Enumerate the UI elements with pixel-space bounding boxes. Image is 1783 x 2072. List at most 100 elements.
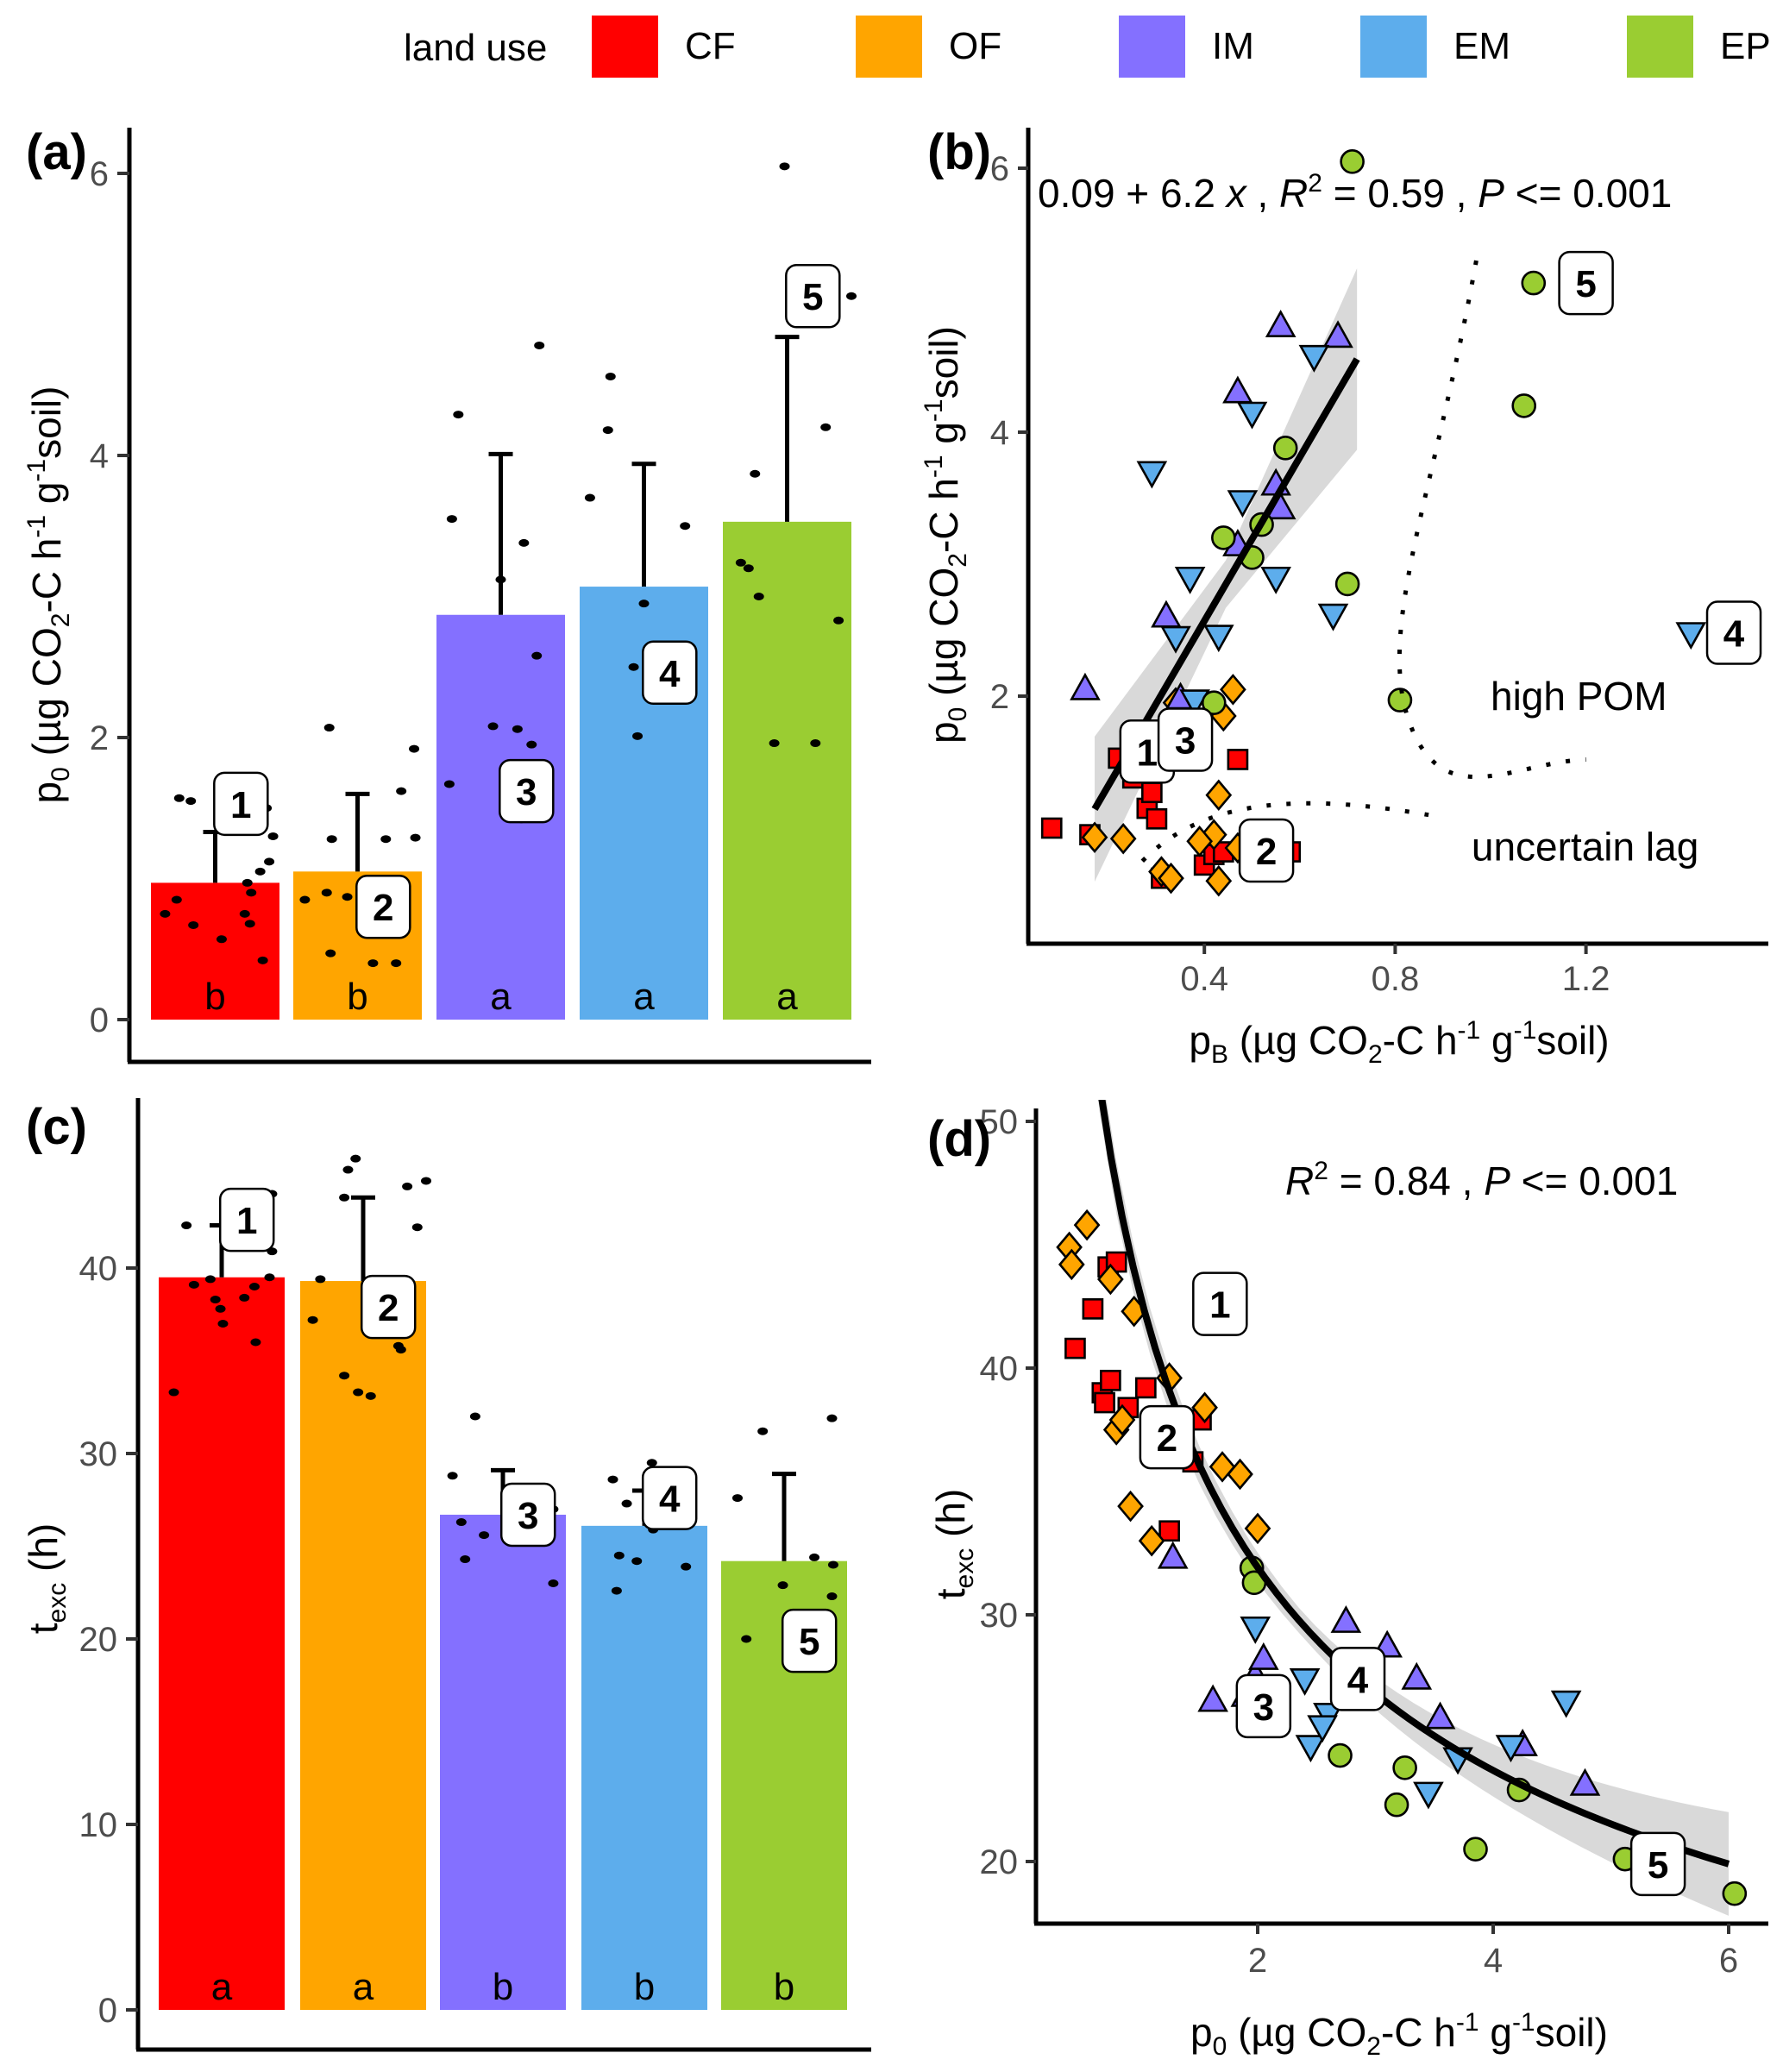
- significance-letter-im: b: [493, 1966, 513, 2008]
- data-point: [217, 1320, 229, 1328]
- site-label-box: [781, 1608, 838, 1673]
- y-axis-title: texc (h): [928, 1489, 979, 1599]
- point-cf: [1064, 1337, 1086, 1359]
- site-label-4: 4: [1329, 1647, 1386, 1711]
- site-label-box: [360, 1274, 417, 1340]
- point-im: [1248, 1642, 1279, 1670]
- data-point: [185, 797, 197, 806]
- point-em: [1240, 1616, 1271, 1644]
- point-im: [1265, 310, 1296, 337]
- y-tick-label: 4: [990, 414, 1009, 452]
- x-tick-label: 4: [1484, 1942, 1503, 1980]
- significance-letter-ep: a: [776, 976, 798, 1018]
- site-label-4: 4: [642, 640, 698, 706]
- data-point: [339, 1372, 350, 1380]
- point-ep: [1328, 1742, 1353, 1768]
- x-axis-title: pB (µg CO2-C h-1 g-1soil): [1189, 1016, 1609, 1069]
- point-cf: [1141, 782, 1163, 804]
- significance-letter-im: a: [490, 976, 512, 1018]
- data-point: [512, 725, 523, 733]
- point-cf: [1158, 1520, 1180, 1542]
- point-of: [1158, 862, 1184, 895]
- site-label-1: 1: [218, 1187, 275, 1253]
- site-label-box: [1705, 600, 1762, 665]
- site-label-box: [1329, 1647, 1386, 1711]
- point-im: [1197, 1684, 1228, 1712]
- legend-label-im: IM: [1212, 25, 1254, 67]
- panel-c-bar-chart: 0 10 20 30 40 a a b b b 1 2 3 4 5 texc (h): [21, 1098, 871, 2052]
- data-point: [264, 1273, 275, 1282]
- point-of: [1097, 1263, 1124, 1296]
- data-point: [365, 1391, 376, 1400]
- significance-letter-of: b: [347, 976, 367, 1018]
- legend-swatch-of: [856, 16, 922, 78]
- legend-label-cf: CF: [685, 25, 736, 67]
- data-point: [242, 878, 253, 887]
- data-point: [326, 835, 337, 844]
- site-label-text: 3: [1253, 1686, 1274, 1729]
- site-label-box: [1629, 1831, 1686, 1897]
- point-ep: [1511, 393, 1537, 418]
- data-point: [779, 162, 790, 171]
- regression-stats: R2 = 0.84 , P <= 0.001: [1285, 1157, 1678, 1203]
- point-em: [1295, 1735, 1327, 1763]
- data-point: [353, 1388, 364, 1397]
- data-point: [246, 888, 257, 897]
- significance-letter-of: a: [353, 1966, 374, 2008]
- y-axis-title: p0 (µg CO2-C h-1 g-1soil): [22, 386, 75, 804]
- data-point: [605, 372, 616, 380]
- panel-b-scatter: 1 2 3 4 5 high POM uncertain lag 0.09 + 6.2 x ,…: [920, 128, 1768, 1069]
- site-label-text: 1: [1209, 1284, 1230, 1327]
- point-em: [1227, 490, 1259, 518]
- regression-equation: 0.09 + 6.2 x , R2 = 0.59 , P <= 0.001: [1038, 169, 1672, 216]
- panel-letter-d: (d): [927, 1111, 991, 1167]
- site-label-box: [1235, 1673, 1292, 1739]
- y-tick-label: 4: [90, 437, 109, 475]
- significance-letter-ep: b: [774, 1966, 794, 2008]
- y-tick-label: 30: [79, 1435, 118, 1473]
- annotation-uncertain-lag: uncertain lag: [1472, 824, 1698, 869]
- data-point: [548, 1579, 559, 1587]
- point-of: [1205, 779, 1233, 812]
- point-em: [1202, 625, 1234, 653]
- y-tick-label: 40: [79, 1250, 118, 1288]
- point-im: [1401, 1661, 1433, 1690]
- data-point: [181, 1221, 192, 1230]
- data-point: [750, 469, 761, 478]
- data-point: [367, 959, 379, 968]
- x-axis-title: p0 (µg CO2-C h-1 g-1soil): [1190, 2008, 1608, 2061]
- x-tick-label: 0.8: [1372, 960, 1420, 998]
- data-point: [735, 558, 746, 567]
- data-point: [632, 731, 644, 740]
- high-pom-boundary: [1397, 260, 1586, 780]
- point-of: [1186, 826, 1214, 857]
- data-point: [168, 1388, 179, 1397]
- data-point: [495, 575, 506, 584]
- point-ep: [1722, 1880, 1748, 1906]
- data-point: [409, 744, 420, 753]
- point-of: [1081, 821, 1108, 853]
- point-of: [1108, 1403, 1136, 1436]
- legend: land use CF OF IM EM EP: [404, 16, 1771, 78]
- point-im: [1151, 600, 1182, 628]
- site-label-text: 1: [236, 1200, 257, 1242]
- point-em: [1289, 1668, 1321, 1696]
- point-of: [1244, 1512, 1271, 1545]
- point-im: [1222, 375, 1253, 404]
- data-point: [216, 935, 227, 944]
- site-label-box: [355, 874, 411, 939]
- site-label-text: 1: [230, 784, 251, 826]
- site-label-box: [213, 771, 269, 837]
- data-point: [244, 920, 255, 928]
- panel-letter-b: (b): [927, 124, 991, 180]
- data-point: [628, 662, 639, 671]
- point-em: [1236, 401, 1268, 430]
- x-tick-label: 6: [1719, 1942, 1738, 1980]
- point-of: [1227, 1458, 1253, 1491]
- site-label-1: 1: [1192, 1271, 1248, 1336]
- site-label-box: [499, 758, 555, 824]
- data-point: [621, 1499, 632, 1508]
- data-point: [741, 1635, 752, 1643]
- point-em: [1174, 566, 1206, 594]
- data-point: [299, 895, 311, 904]
